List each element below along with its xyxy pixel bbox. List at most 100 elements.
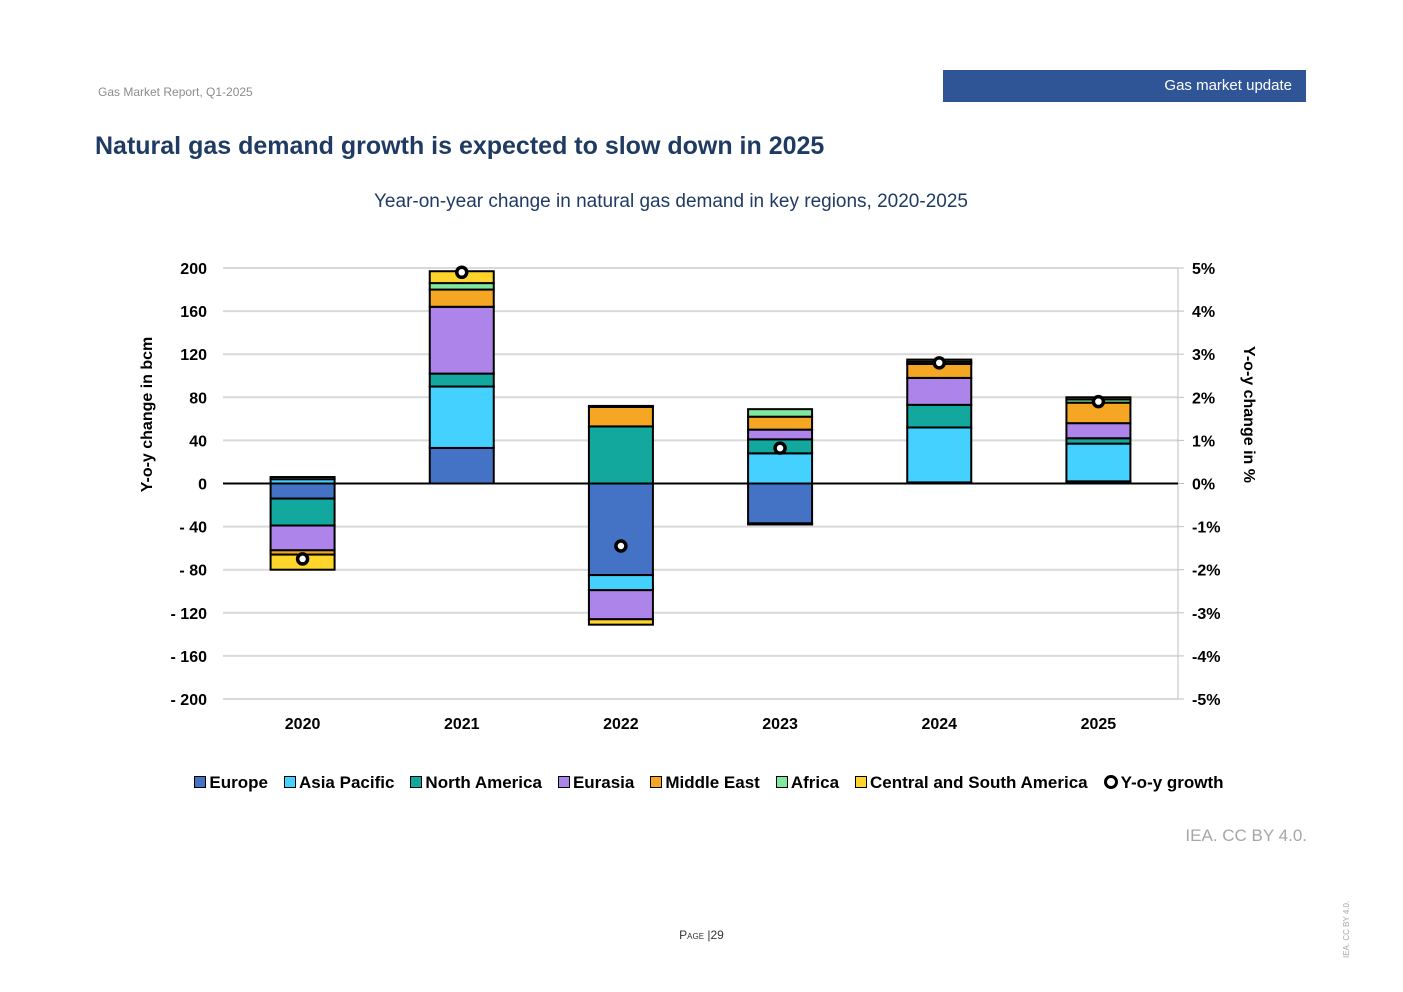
page-separator: | [707,928,711,942]
bar-eurasia-2023 [747,428,814,441]
side-license: IEA. CC BY 4.0. [1342,900,1351,958]
y2-tick-label: 2% [1192,390,1215,407]
legend-label: Europe [209,772,268,792]
legend-label: Eurasia [572,772,635,792]
bar-eurasia-2021 [428,305,495,375]
x-tick-label: 2023 [762,716,798,733]
legend-label: Y-o-y growth [1120,772,1224,792]
page-title: Natural gas demand growth is expected to… [95,132,825,160]
x-tick-label: 2020 [285,716,321,733]
y2-tick-label: 4% [1192,304,1215,321]
y-tick-label: 0 [198,477,207,494]
bar-north-america-2021 [428,372,495,388]
bar-north-america-2022 [587,425,654,485]
x-tick-label: 2021 [444,716,480,733]
legend-item-europe: Europe [194,773,268,793]
y2-tick-label: -3% [1192,606,1220,623]
yoy-growth-marker-2024 [932,356,946,370]
page-number: Page |29 [0,928,1403,942]
legend-item-asia-pacific: Asia Pacific [283,772,395,793]
y2-tick-label: -5% [1192,692,1220,709]
y-tick-label: - 200 [171,692,208,709]
yoy-growth-marker-2020 [295,552,310,566]
y2-tick-label: 1% [1192,433,1215,450]
section-banner: Gas market update [943,70,1306,102]
y-tick-label: - 120 [171,606,208,623]
y-tick-label: - 80 [179,563,207,580]
yoy-growth-marker-2023 [773,441,787,455]
x-tick-label: 2024 [921,716,957,733]
bar-north-america-2020 [269,497,336,527]
bar-asia-pacific-2025 [1065,442,1132,483]
legend-marker [1103,775,1118,790]
legend-item-central-and-south-america: Central and South America [855,773,1088,793]
bar-eurasia-2024 [906,376,973,406]
legend-label: Middle East [665,772,760,792]
yoy-growth-marker-2025 [1091,394,1106,409]
y2-tick-label: 0% [1192,477,1215,494]
legend-label: North America [425,772,542,792]
y-tick-label: - 160 [171,649,208,666]
y-tick-label: 160 [180,304,207,321]
legend-item-north-america: North America [410,773,542,793]
bar-central-and-south-america-2022 [587,618,654,626]
y-tick-label: 200 [180,261,207,278]
bar-asia-pacific-2024 [906,426,973,484]
bar-central-and-south-america-2023 [747,522,814,526]
bar-africa-2022 [587,404,654,408]
legend-swatch [410,776,423,789]
bar-europe-2022 [587,482,654,577]
report-name: Gas Market Report, Q1-2025 [98,85,253,99]
page-number-value: 29 [710,928,724,942]
bar-north-america-2024 [906,403,973,429]
yoy-growth-marker-2022 [614,539,628,553]
bar-middle-east-2021 [428,288,495,308]
bar-europe-2023 [747,482,814,525]
y2-tick-label: 3% [1192,347,1215,364]
legend-item-yoy-growth: Y-o-y growth [1103,772,1224,793]
bar-europe-2021 [428,446,495,485]
yoy-growth-marker-2021 [455,265,469,280]
bar-africa-2023 [747,408,814,418]
legend-swatch [194,776,207,789]
y2-axis-title: Y-o-y change in % [1240,346,1257,483]
bar-asia-pacific-2021 [428,385,495,449]
legend-label: Africa [790,772,840,792]
y2-tick-label: -2% [1192,563,1220,580]
bar-eurasia-2022 [587,589,654,621]
legend-item-middle-east: Middle East [650,772,760,793]
bar-middle-east-2023 [747,415,814,431]
bar-eurasia-2025 [1065,422,1132,440]
y2-tick-label: -1% [1192,520,1220,537]
legend-item-africa: Africa [775,772,840,793]
legend-label: Asia Pacific [298,772,395,792]
y-tick-label: - 40 [179,520,207,537]
chart-title: Year-on-year change in natural gas deman… [374,191,968,212]
bar-europe-2020 [269,482,336,500]
legend-swatch [855,776,868,789]
section-label: Gas market update [1164,77,1292,94]
page-label: Page [679,928,705,942]
y2-tick-label: -4% [1192,649,1220,666]
y-tick-label: 80 [189,390,207,407]
bar-middle-east-2022 [587,405,654,428]
chart-legend: Europe Asia Pacific North America Eurasia Mi… [0,772,1403,793]
bar-asia-pacific-2023 [747,452,814,485]
legend-swatch [650,776,663,789]
bar-asia-pacific-2022 [587,574,654,592]
legend-swatch [775,776,788,789]
legend-swatch [283,776,296,789]
legend-item-eurasia: Eurasia [557,772,635,793]
x-tick-label: 2025 [1081,716,1117,733]
y2-tick-label: 5% [1192,261,1215,278]
legend-label: Central and South America [870,772,1088,792]
legend-swatch [557,776,570,789]
bar-africa-2020 [269,476,336,481]
y-tick-label: 40 [189,433,207,450]
x-tick-label: 2022 [603,716,639,733]
bar-eurasia-2020 [269,524,336,552]
source-note: IEA. CC BY 4.0. [1185,826,1307,845]
y-tick-label: 120 [180,347,207,364]
y-axis-title: Y-o-y change in bcm [139,337,156,493]
